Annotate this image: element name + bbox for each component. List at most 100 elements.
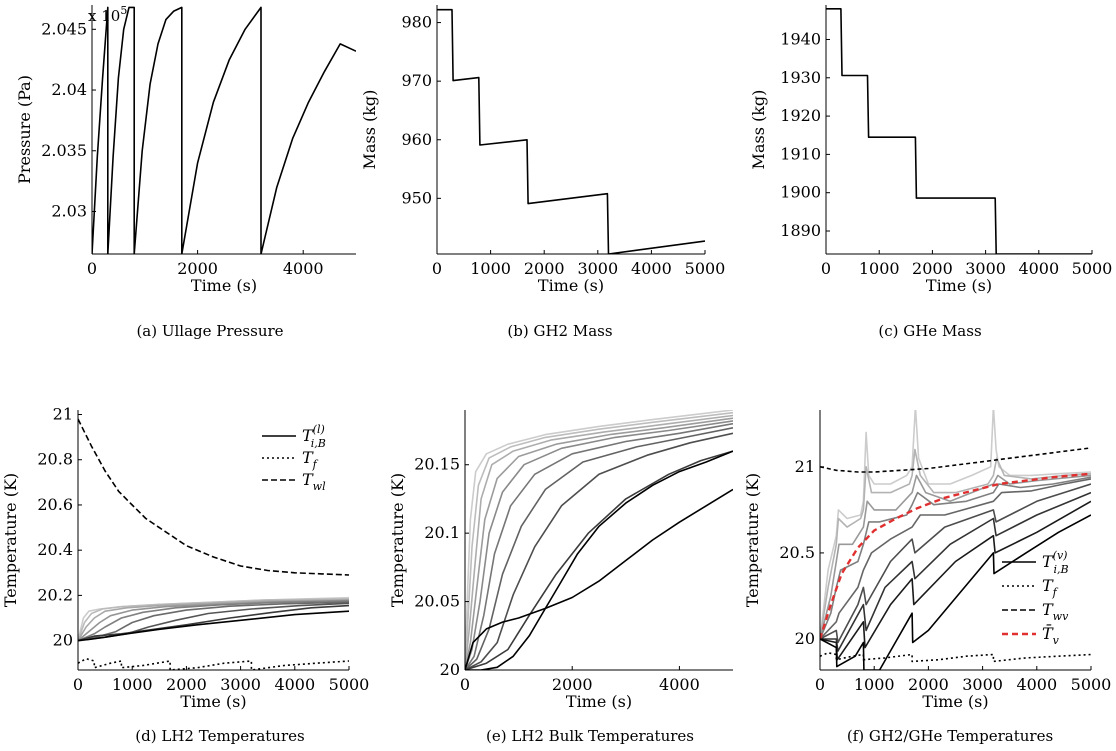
y-tick-label-c-4: 1930 — [780, 68, 821, 87]
x-tick-label-b-1: 1000 — [470, 259, 511, 278]
y-tick-label-f-0: 20 — [795, 629, 815, 648]
y-multiplier-exp-a: 5 — [120, 4, 127, 17]
y-tick-label-f-1: 20.5 — [779, 543, 815, 562]
y-tick-label-d-5: 21 — [53, 405, 73, 424]
y-tick-label-e-0: 20 — [440, 660, 460, 679]
y-tick-label-c-1: 1900 — [780, 183, 821, 202]
series-line-e-10 — [465, 450, 733, 670]
legend-label-f-1: Tf — [1042, 576, 1059, 599]
caption-a: (a) Ullage Pressure — [136, 322, 284, 340]
x-tick-label-d-5: 5000 — [329, 675, 370, 694]
x-tick-label-d-1: 1000 — [112, 675, 153, 694]
series-line-d-8 — [78, 610, 349, 642]
x-tick-label-e-1: 2000 — [552, 675, 593, 694]
series-line-b-0 — [437, 8, 705, 254]
caption-b: (b) GH2 Mass — [507, 322, 613, 340]
y-tick-label-d-1: 20.2 — [37, 585, 73, 604]
y-axis-label-a: Pressure (Pa) — [15, 75, 34, 184]
y-tick-label-a-3: 2.045 — [41, 19, 87, 38]
y-axis-label-e: Temperature (K) — [388, 473, 407, 607]
x-tick-label-c-0: 0 — [821, 259, 831, 278]
x-tick-label-b-5: 5000 — [685, 259, 726, 278]
caption-c: (c) GHe Mass — [878, 322, 982, 340]
y-tick-label-b-3: 980 — [401, 13, 432, 32]
x-tick-label-c-3: 3000 — [965, 259, 1006, 278]
x-tick-label-b-0: 0 — [432, 259, 442, 278]
series-line-e-0 — [465, 410, 733, 670]
series-group-c — [826, 8, 1092, 254]
series-line-f-10 — [820, 447, 1091, 473]
y-axis-label-f: Temperature (K) — [743, 473, 762, 607]
series-line-f-2 — [820, 474, 1091, 640]
series-line-d-9 — [78, 657, 349, 670]
y-tick-label-b-2: 970 — [401, 71, 432, 90]
series-line-e-5 — [465, 422, 733, 670]
x-tick-label-c-4: 4000 — [1018, 259, 1059, 278]
series-group-b — [437, 8, 705, 254]
x-tick-label-f-3: 3000 — [962, 675, 1003, 694]
x-tick-label-f-5: 5000 — [1071, 675, 1112, 694]
y-tick-label-e-3: 20.15 — [414, 455, 460, 474]
series-line-e-7 — [465, 432, 733, 670]
y-tick-label-f-2: 21 — [795, 457, 815, 476]
x-axis-label-f: Time (s) — [922, 692, 988, 711]
y-multiplier-a: x 105 — [88, 4, 127, 25]
x-axis-label-b: Time (s) — [538, 276, 604, 295]
chart-f: 0 1000 2000 3000 4000 5000 20 20.5 21 Time (s) Tem… — [743, 410, 1112, 711]
y-tick-label-e-1: 20.05 — [414, 592, 460, 611]
y-axis-label-d: Temperature (K) — [1, 473, 20, 607]
x-tick-label-f-1: 1000 — [854, 675, 895, 694]
legend-label-d-1: Tf — [302, 448, 319, 471]
x-tick-label-c-2: 2000 — [912, 259, 953, 278]
y-tick-label-d-4: 20.8 — [37, 450, 73, 469]
caption-f: (f) GH2/GHe Temperatures — [846, 727, 1054, 745]
y-tick-label-d-2: 20.4 — [37, 540, 73, 559]
series-group-d — [78, 418, 349, 670]
caption-d: (d) LH2 Temperatures — [135, 727, 305, 745]
series-line-d-7 — [78, 604, 349, 642]
chart-e: 0 2000 4000 20 20.05 20.1 20.15 Time (s) Tempera… — [388, 410, 733, 711]
series-line-e-6 — [465, 427, 733, 670]
series-line-f-9 — [820, 651, 1091, 663]
chart-b: 0 1000 2000 3000 4000 5000 950 960 970 980 Time (s… — [360, 5, 725, 295]
x-tick-label-b-3: 3000 — [577, 259, 618, 278]
x-tick-label-f-0: 0 — [815, 675, 825, 694]
series-line-d-10 — [78, 418, 349, 576]
series-line-e-4 — [465, 420, 733, 670]
series-line-e-9 — [465, 488, 733, 670]
y-tick-label-d-3: 20.6 — [37, 495, 73, 514]
x-tick-label-a-2: 4000 — [283, 259, 324, 278]
series-line-c-0 — [826, 8, 1092, 254]
y-tick-label-e-2: 20.1 — [424, 523, 460, 542]
series-line-f-6 — [820, 491, 1091, 652]
series-line-d-2 — [78, 599, 349, 642]
legend-label-d-2: Twl — [302, 470, 326, 493]
legend-label-f-3: T̄v — [1042, 622, 1060, 647]
series-line-e-2 — [465, 414, 733, 670]
y-tick-label-a-0: 2.03 — [51, 201, 87, 220]
chart-d: 0 1000 2000 3000 4000 5000 20 20.2 20.4 20.6 20.8 2… — [1, 405, 369, 711]
y-tick-label-c-0: 1890 — [780, 221, 821, 240]
x-tick-label-f-2: 2000 — [908, 675, 949, 694]
series-line-f-1 — [820, 448, 1091, 640]
caption-e: (e) LH2 Bulk Temperatures — [485, 727, 694, 745]
series-line-d-4 — [78, 600, 349, 642]
x-tick-label-d-0: 0 — [73, 675, 83, 694]
series-group-a — [92, 6, 356, 254]
legend-label-f-0: T(v) i,B — [1042, 549, 1069, 576]
y-tick-label-c-5: 1940 — [780, 29, 821, 48]
x-tick-label-e-0: 0 — [460, 675, 470, 694]
y-tick-label-c-3: 1920 — [780, 106, 821, 125]
series-group-e — [465, 410, 733, 670]
series-line-f-5 — [820, 483, 1091, 644]
y-tick-label-d-0: 20 — [53, 631, 73, 650]
legend-label-f-2: Twv — [1042, 600, 1069, 623]
y-tick-label-a-2: 2.04 — [51, 80, 87, 99]
x-tick-label-f-4: 4000 — [1016, 675, 1057, 694]
series-line-f-4 — [820, 478, 1091, 640]
series-line-d-1 — [78, 598, 349, 641]
series-line-e-3 — [465, 417, 733, 670]
x-axis-label-e: Time (s) — [566, 692, 632, 711]
